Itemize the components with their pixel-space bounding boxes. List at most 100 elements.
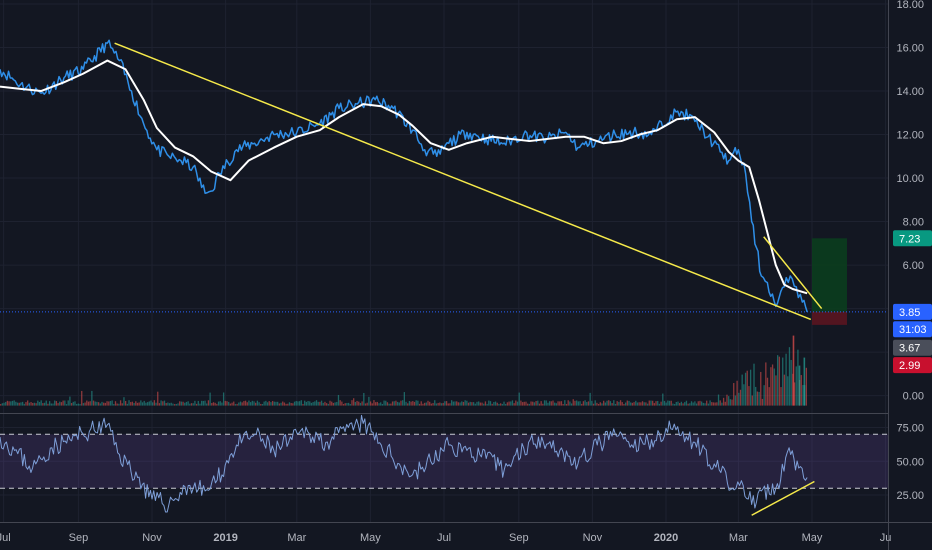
volume-bar [305,401,308,406]
volume-bar [94,401,96,406]
volume-bar [130,402,132,406]
volume-bar [591,400,593,406]
volume-bar [515,400,517,406]
volume-bar [567,400,569,406]
volume-bar [430,403,433,406]
volume-bar [57,403,59,406]
volume-bar [135,401,137,406]
volume-bar [177,403,179,406]
volume-bar [537,400,539,406]
volume-bar [212,402,215,406]
volume-bar [118,403,120,406]
volume-bar [76,403,78,406]
volume-bar [777,355,779,406]
volume-bar [47,403,49,406]
volume-bar [253,401,255,406]
volume-bar [628,400,630,406]
volume-bar [99,403,101,406]
volume-bar [456,401,458,406]
volume-bar [45,400,47,406]
volume-bar [353,398,355,406]
volume-bar [72,401,74,406]
volume-bar [746,370,748,406]
volume-bar [402,400,404,406]
volume-bar [332,402,335,406]
volume-bar [575,400,578,406]
time-tick-label: May [802,532,823,544]
volume-bar [555,403,558,406]
volume-bar [447,403,449,406]
volume-bar [472,402,475,406]
volume-bar [663,400,666,406]
volume-bar [182,401,184,406]
price-line-0 [0,39,808,313]
volume-bar [211,402,213,406]
rsi-axis[interactable]: 25.00 50.00 75.00 [896,423,924,503]
volume-bar [450,400,453,406]
volume-bar [248,400,250,406]
moving-average-line-0 [0,59,808,295]
volume-bar [624,402,627,406]
volume-bar [59,401,61,406]
volume-bar [388,403,390,406]
volume-bar [184,402,186,406]
volume-bar [153,400,156,406]
price-trendline[interactable] [763,236,823,310]
volume-bar [207,400,210,406]
volume-bar [271,401,274,406]
volume-bar [366,402,368,406]
volume-bar [505,403,507,406]
volume-bar [278,403,281,406]
time-tick-label: May [360,532,381,544]
price-series [0,39,808,313]
volume-bar [621,402,623,406]
volume-bar [371,403,373,406]
rsi-trendline[interactable] [751,480,815,516]
volume-bar [771,364,774,406]
volume-bar [547,402,549,406]
volume-bar [574,400,576,406]
volume-bar [273,401,275,406]
volume-bar [488,400,490,406]
volume-bar [608,400,610,406]
trendlines[interactable] [114,42,823,516]
volume-bar [322,402,324,406]
volume-bar [652,400,654,406]
volume-bar [582,401,585,406]
volume-bar [560,401,563,406]
volume-bar [594,400,596,406]
volume-bar [106,401,108,406]
volume-bar [550,401,552,406]
volume-bar [64,400,66,406]
volume-bar [319,401,321,406]
volume-bar [670,400,672,406]
position-box[interactable] [0,238,888,325]
volume-bar [516,401,519,406]
volume-bar [728,396,730,406]
position-stop-zone[interactable] [811,311,847,325]
price-tick-label: 8.00 [903,217,924,229]
volume-bar [6,400,9,406]
volume-bar [609,401,612,406]
position-target-zone[interactable] [811,238,847,312]
time-tick-label: Jul [0,532,11,544]
volume-bar [726,394,728,406]
volume-bar [805,367,808,406]
volume-bar [802,384,804,406]
volume-bar [633,402,635,406]
price-badge-label: 3.67 [899,343,920,355]
price-trendline[interactable] [114,42,812,321]
volume-bar [765,362,767,406]
price-axis[interactable]: 0.00 6.00 8.00 10.00 12.00 14.00 16.00 18.00 [896,0,924,403]
volume-bar [655,401,657,406]
volume-bar [258,402,260,406]
volume-bar [464,400,466,406]
time-axis[interactable]: Jul Sep Nov 2019 Mar May Jul Sep Nov 2020 Mar May Ju [0,532,891,544]
rsi-line-0 [0,414,808,513]
volume-bar [216,403,218,406]
volume-bar [243,401,245,406]
volume-bar [748,386,750,406]
volume-bar [733,383,735,406]
